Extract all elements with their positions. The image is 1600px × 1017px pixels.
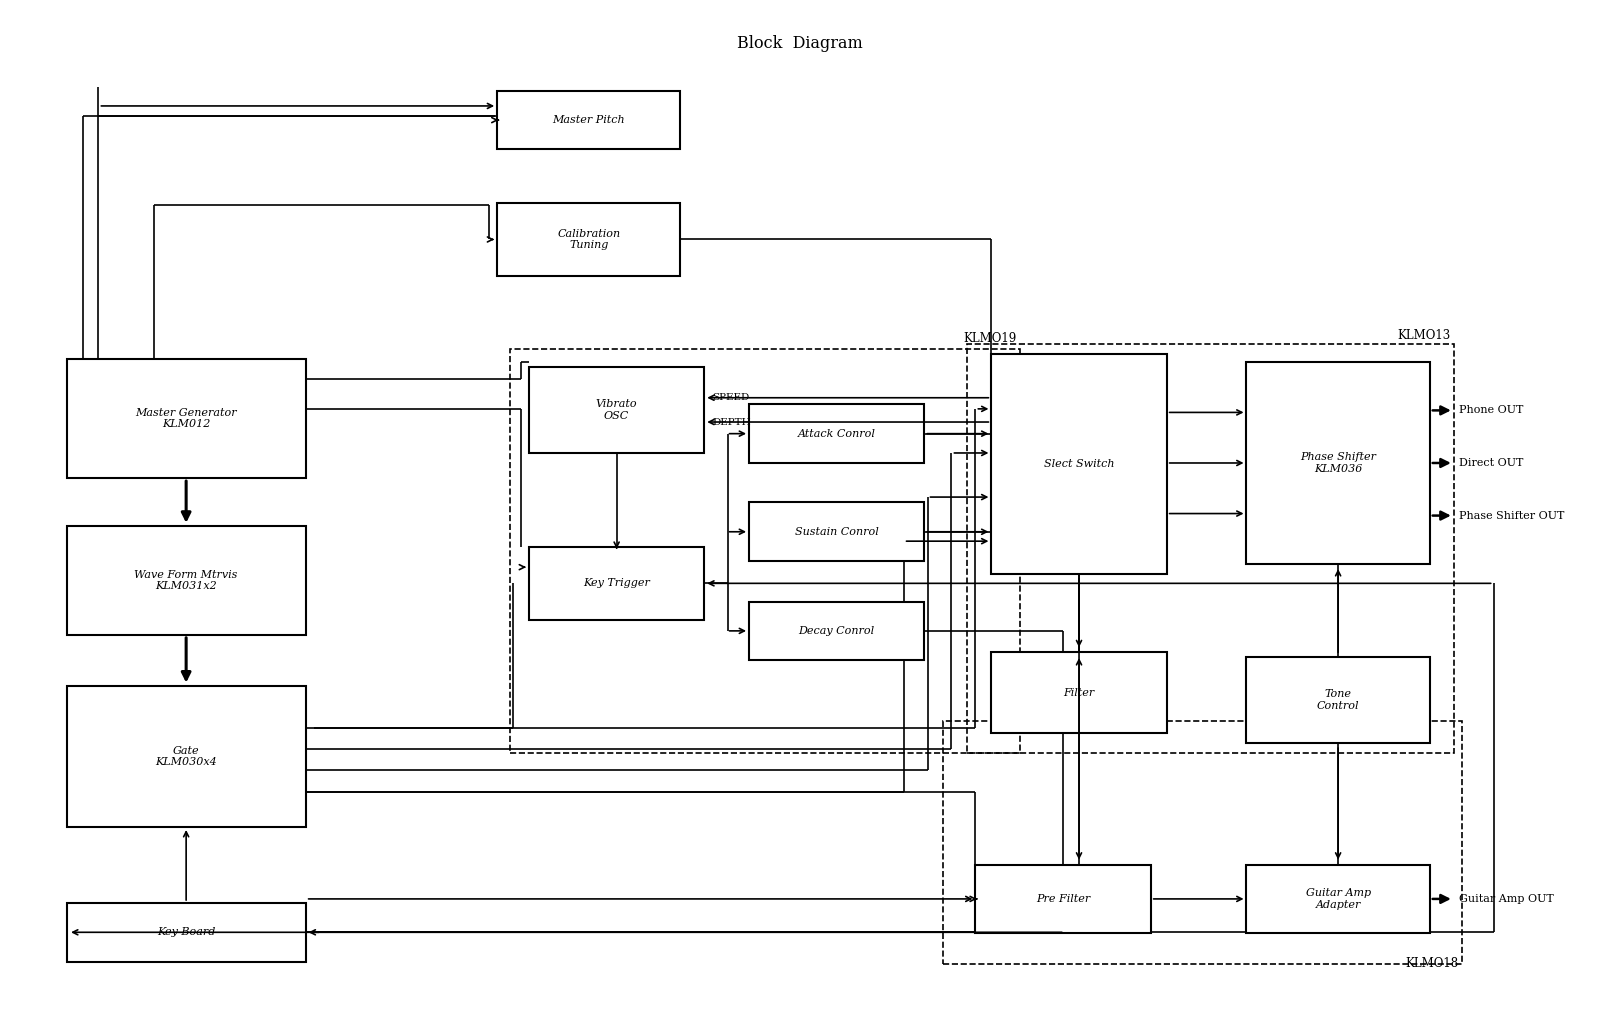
Text: Guitar Amp OUT: Guitar Amp OUT [1459, 894, 1554, 904]
Text: Direct OUT: Direct OUT [1459, 458, 1523, 468]
Text: Master Pitch: Master Pitch [552, 115, 626, 125]
Bar [67, 685, 306, 827]
Bar [1246, 362, 1430, 564]
Bar [67, 903, 306, 962]
Text: Gate
KLM030x4: Gate KLM030x4 [155, 745, 218, 767]
Text: Vibrato
OSC: Vibrato OSC [595, 399, 637, 421]
Text: Tone
Control: Tone Control [1317, 690, 1360, 711]
Text: Pre Filter: Pre Filter [1035, 894, 1090, 904]
Text: Phase Shifter
KLM036: Phase Shifter KLM036 [1301, 453, 1376, 474]
Text: SPEED: SPEED [712, 394, 749, 403]
Text: Wave Form Mtrvis
KLM031x2: Wave Form Mtrvis KLM031x2 [134, 570, 238, 591]
Text: Master Generator
KLM012: Master Generator KLM012 [136, 408, 237, 429]
Text: Phone OUT: Phone OUT [1459, 406, 1523, 415]
Text: Key Trigger: Key Trigger [584, 579, 650, 589]
Text: KLMO19: KLMO19 [963, 332, 1018, 345]
Bar [749, 405, 925, 463]
Text: Calibration
Tuning: Calibration Tuning [557, 229, 621, 250]
Bar [530, 547, 704, 619]
Bar [992, 354, 1166, 575]
Bar [530, 367, 704, 453]
Text: Guitar Amp
Adapter: Guitar Amp Adapter [1306, 888, 1371, 910]
Bar [498, 203, 680, 276]
Text: Block  Diagram: Block Diagram [738, 35, 862, 52]
Text: Sustain Conrol: Sustain Conrol [795, 527, 878, 537]
Bar [749, 502, 925, 561]
Text: Attack Conrol: Attack Conrol [798, 428, 875, 438]
Bar [944, 721, 1462, 964]
Bar [992, 652, 1166, 733]
Text: DEPTH: DEPTH [712, 418, 750, 426]
Text: Key Board: Key Board [157, 928, 216, 938]
Text: Slect Switch: Slect Switch [1043, 459, 1114, 469]
Bar [67, 359, 306, 478]
Text: KLMO18: KLMO18 [1405, 957, 1459, 970]
Bar [749, 601, 925, 660]
Text: Phase Shifter OUT: Phase Shifter OUT [1459, 511, 1563, 521]
Bar [1246, 657, 1430, 743]
Text: KLMO13: KLMO13 [1397, 328, 1451, 342]
Bar [510, 349, 1021, 754]
Bar [976, 864, 1150, 934]
Text: Filter: Filter [1064, 687, 1094, 698]
Bar [498, 91, 680, 149]
Bar [67, 526, 306, 635]
Text: Decay Conrol: Decay Conrol [798, 625, 875, 636]
Bar [968, 344, 1454, 754]
Bar [1246, 864, 1430, 934]
